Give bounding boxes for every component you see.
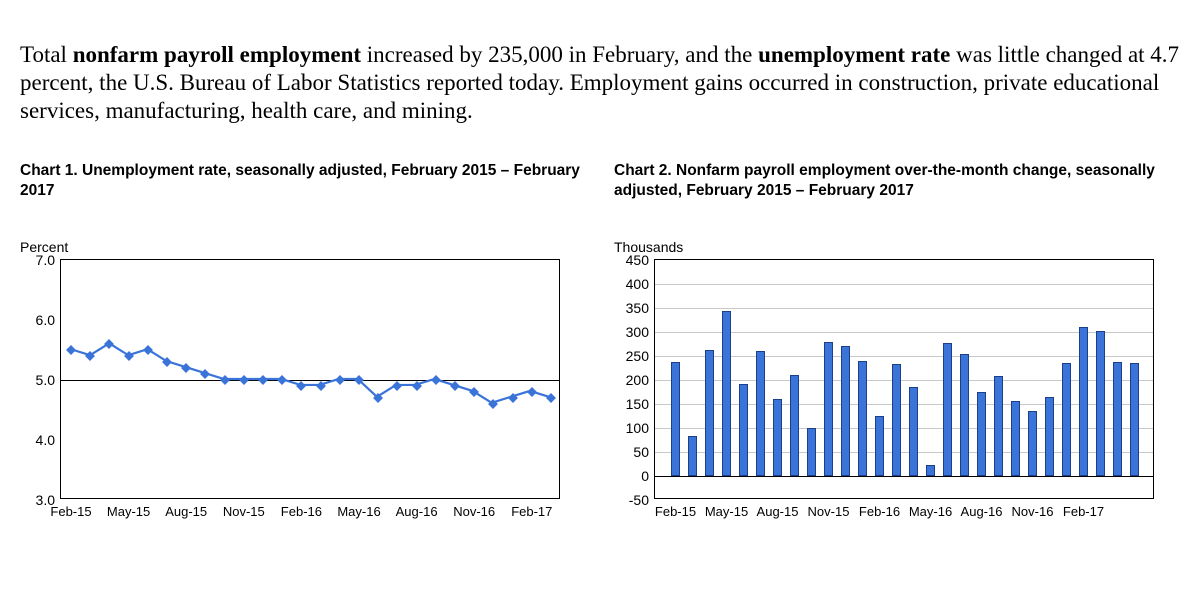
chart-2-bar (790, 375, 799, 476)
chart-2-bar (1113, 362, 1122, 476)
chart-2-xtick-label: Feb-15 (655, 504, 696, 519)
chart-1-xtick-label: Nov-15 (223, 504, 265, 519)
chart-2-bar (1045, 397, 1054, 476)
chart-2-bar (841, 346, 850, 476)
chart-2-bar (943, 343, 952, 476)
intro-text-prefix: Total (20, 42, 73, 67)
chart-1-xtick-label: Nov-16 (453, 504, 495, 519)
chart-2-bar (671, 362, 680, 476)
chart-2-bar (1130, 363, 1139, 476)
chart-2-bar (960, 354, 969, 476)
chart-2-bar (892, 364, 901, 476)
chart-1-ytick-label: 4.0 (36, 432, 55, 448)
chart-1-ytick-label: 5.0 (36, 372, 55, 388)
chart-1-xtick-label: Feb-15 (50, 504, 91, 519)
chart-2-xtick-label: May-16 (909, 504, 952, 519)
chart-2-ytick-label: -50 (629, 492, 649, 508)
chart-2-xtick-label: Feb-17 (1063, 504, 1104, 519)
chart-2-title: Chart 2. Nonfarm payroll employment over… (614, 161, 1180, 219)
chart-1-title: Chart 1. Unemployment rate, seasonally a… (20, 161, 586, 219)
chart-1-xtick-label: Aug-16 (396, 504, 438, 519)
chart-2-yaxis-title: Thousands (614, 239, 1180, 255)
chart-1-xtick-label: May-15 (107, 504, 150, 519)
chart-2-gridline (655, 476, 1153, 477)
chart-1-line-svg (61, 260, 559, 498)
chart-2-bar (858, 361, 867, 476)
chart-2-ytick-label: 0 (641, 468, 649, 484)
chart-1-xtick-label: Feb-17 (511, 504, 552, 519)
chart-1-xtick-label: Aug-15 (165, 504, 207, 519)
chart-2-bar (756, 351, 765, 476)
chart-2-ytick-label: 450 (626, 252, 649, 268)
chart-2-bar (705, 350, 714, 476)
chart-2-ytick-label: 300 (626, 324, 649, 340)
chart-2-bar (824, 342, 833, 476)
chart-2-bar (739, 384, 748, 477)
chart-1-xtick-label: May-16 (337, 504, 380, 519)
chart-1-ytick-label: 6.0 (36, 312, 55, 328)
chart-2-xtick-label: Aug-15 (757, 504, 799, 519)
chart-2-bar (1096, 331, 1105, 476)
chart-2-xtick-label: Nov-15 (808, 504, 850, 519)
chart-2-bar (688, 436, 697, 476)
summary-paragraph: Total nonfarm payroll employment increas… (20, 41, 1180, 125)
chart-2-ytick-label: 150 (626, 396, 649, 412)
chart-2-bar (994, 376, 1003, 476)
chart-2-bar (722, 311, 731, 476)
chart-2-bar (977, 392, 986, 476)
chart-2-bar (1079, 327, 1088, 476)
chart-1-block: Chart 1. Unemployment rate, seasonally a… (20, 161, 586, 499)
chart-1-yaxis-title: Percent (20, 239, 586, 255)
chart-2-xtick-label: Nov-16 (1012, 504, 1054, 519)
intro-bold-2: unemployment rate (758, 42, 950, 67)
chart-2-ytick-label: 350 (626, 300, 649, 316)
chart-2-ytick-label: 250 (626, 348, 649, 364)
chart-2-xtick-label: Aug-16 (961, 504, 1003, 519)
chart-1-plot-wrap: 3.04.05.06.07.0Feb-15May-15Aug-15Nov-15F… (60, 259, 586, 499)
chart-2-bar (1011, 401, 1020, 476)
chart-2-xtick-label: May-15 (705, 504, 748, 519)
chart-1-xtick-label: Feb-16 (281, 504, 322, 519)
intro-bold-1: nonfarm payroll employment (73, 42, 361, 67)
chart-2-block: Chart 2. Nonfarm payroll employment over… (614, 161, 1180, 499)
chart-2-plot-wrap: -50050100150200250300350400450Feb-15May-… (654, 259, 1180, 499)
intro-text-mid: increased by 235,000 in February, and th… (361, 42, 758, 67)
chart-2-bar (773, 399, 782, 476)
chart-1-plot-area: 3.04.05.06.07.0Feb-15May-15Aug-15Nov-15F… (60, 259, 560, 499)
chart-2-ytick-label: 100 (626, 420, 649, 436)
chart-2-bar (1028, 411, 1037, 476)
chart-2-bar (909, 387, 918, 476)
chart-2-ytick-label: 200 (626, 372, 649, 388)
chart-2-gridline (655, 308, 1153, 309)
chart-2-bar (1062, 363, 1071, 476)
chart-2-xtick-label: Feb-16 (859, 504, 900, 519)
charts-row: Chart 1. Unemployment rate, seasonally a… (20, 161, 1180, 499)
chart-2-bar (807, 428, 816, 476)
chart-2-gridline (655, 284, 1153, 285)
chart-2-ytick-label: 400 (626, 276, 649, 292)
chart-2-plot-area: -50050100150200250300350400450Feb-15May-… (654, 259, 1154, 499)
chart-1-ytick-label: 7.0 (36, 252, 55, 268)
page-root: Total nonfarm payroll employment increas… (0, 0, 1200, 600)
chart-2-bar (875, 416, 884, 476)
chart-1-series-line (71, 343, 549, 403)
chart-2-bar (926, 465, 935, 477)
chart-2-ytick-label: 50 (633, 444, 649, 460)
